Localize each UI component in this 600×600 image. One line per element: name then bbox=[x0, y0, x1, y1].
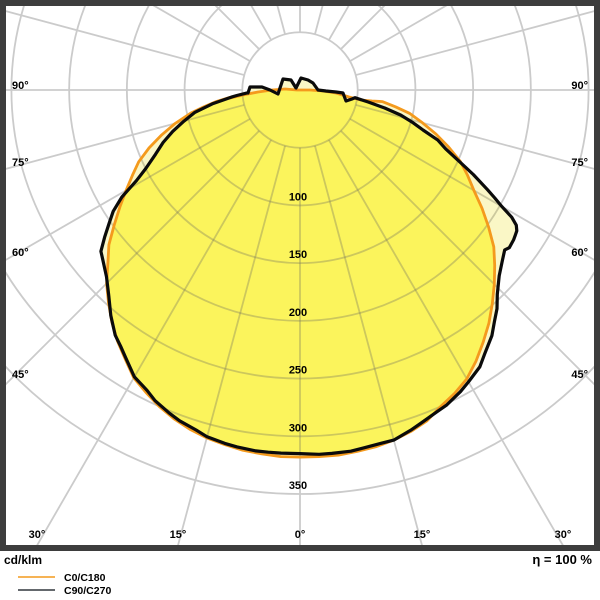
grid-radial-line-45 bbox=[340, 130, 517, 458]
curve-c90-c270 bbox=[99, 76, 519, 456]
grid-radial-line-285 bbox=[6, 104, 245, 170]
grid-radial-line-60 bbox=[349, 118, 517, 458]
angle-tick-labels: 90° 75° 60° 45° 45° 60° 75° 90° 30° 15° 0° 15° 30° bbox=[12, 80, 588, 541]
angle-tick-left-60deg: 60° bbox=[12, 247, 29, 259]
fill-intersection-path bbox=[106, 89, 495, 455]
angle-tick-bottom-4: 30° bbox=[555, 529, 572, 541]
angle-tick-left-45deg: 45° bbox=[12, 369, 29, 381]
legend-item-c90-c270: C90/C270 bbox=[18, 585, 111, 597]
radial-tick-350: 350 bbox=[289, 480, 307, 492]
efficiency-label: η = 100 % bbox=[532, 552, 592, 567]
angle-tick-right-90deg: 90° bbox=[571, 80, 588, 92]
grid-radial-line-105 bbox=[355, 10, 594, 76]
grid-circle-200 bbox=[100, 78, 517, 322]
legend-item-c0-c180: C0/C180 bbox=[18, 572, 106, 584]
intensity-fill-areas bbox=[100, 78, 517, 458]
grid-radial-line-330 bbox=[100, 139, 272, 458]
angle-tick-bottom-1: 15° bbox=[170, 529, 187, 541]
intensity-curves bbox=[99, 76, 519, 459]
grid-radial-line-255 bbox=[6, 10, 245, 76]
legend: C0/C180 C90/C270 bbox=[18, 572, 111, 597]
unit-label: cd/klm bbox=[4, 553, 42, 567]
grid-radial-line-75 bbox=[355, 104, 594, 170]
angle-tick-left-90deg: 90° bbox=[12, 80, 29, 92]
grid-circle-300 bbox=[100, 78, 517, 438]
grid-radial-line-15 bbox=[314, 145, 498, 458]
angle-tick-bottom-0: 30° bbox=[29, 529, 46, 541]
radial-tick-100: 100 bbox=[289, 191, 307, 203]
legend-label-c90-c270: C90/C270 bbox=[64, 585, 111, 597]
angle-tick-right-60deg: 60° bbox=[571, 247, 588, 259]
angle-tick-left-75deg: 75° bbox=[12, 157, 29, 169]
radial-tick-300: 300 bbox=[289, 422, 307, 434]
legend-label-c0-c180: C0/C180 bbox=[64, 572, 106, 584]
radial-tick-250: 250 bbox=[289, 365, 307, 377]
grid-radial-line-315 bbox=[100, 130, 260, 458]
grid-radial-line-300 bbox=[100, 118, 251, 458]
angle-tick-right-75deg: 75° bbox=[571, 157, 588, 169]
fill-intersection-area bbox=[106, 89, 495, 455]
radial-tick-150: 150 bbox=[289, 249, 307, 261]
angle-tick-bottom-3: 15° bbox=[414, 529, 431, 541]
radial-tick-labels: 100 150 200 250 300 350 bbox=[289, 191, 307, 492]
grid-circle-250 bbox=[100, 78, 517, 380]
radial-tick-200: 200 bbox=[289, 307, 307, 319]
angle-tick-right-45deg: 45° bbox=[571, 369, 588, 381]
angle-tick-bottom-2: 0° bbox=[295, 529, 306, 541]
plot-frame bbox=[0, 0, 600, 551]
grid-radial-line-345 bbox=[102, 145, 286, 458]
